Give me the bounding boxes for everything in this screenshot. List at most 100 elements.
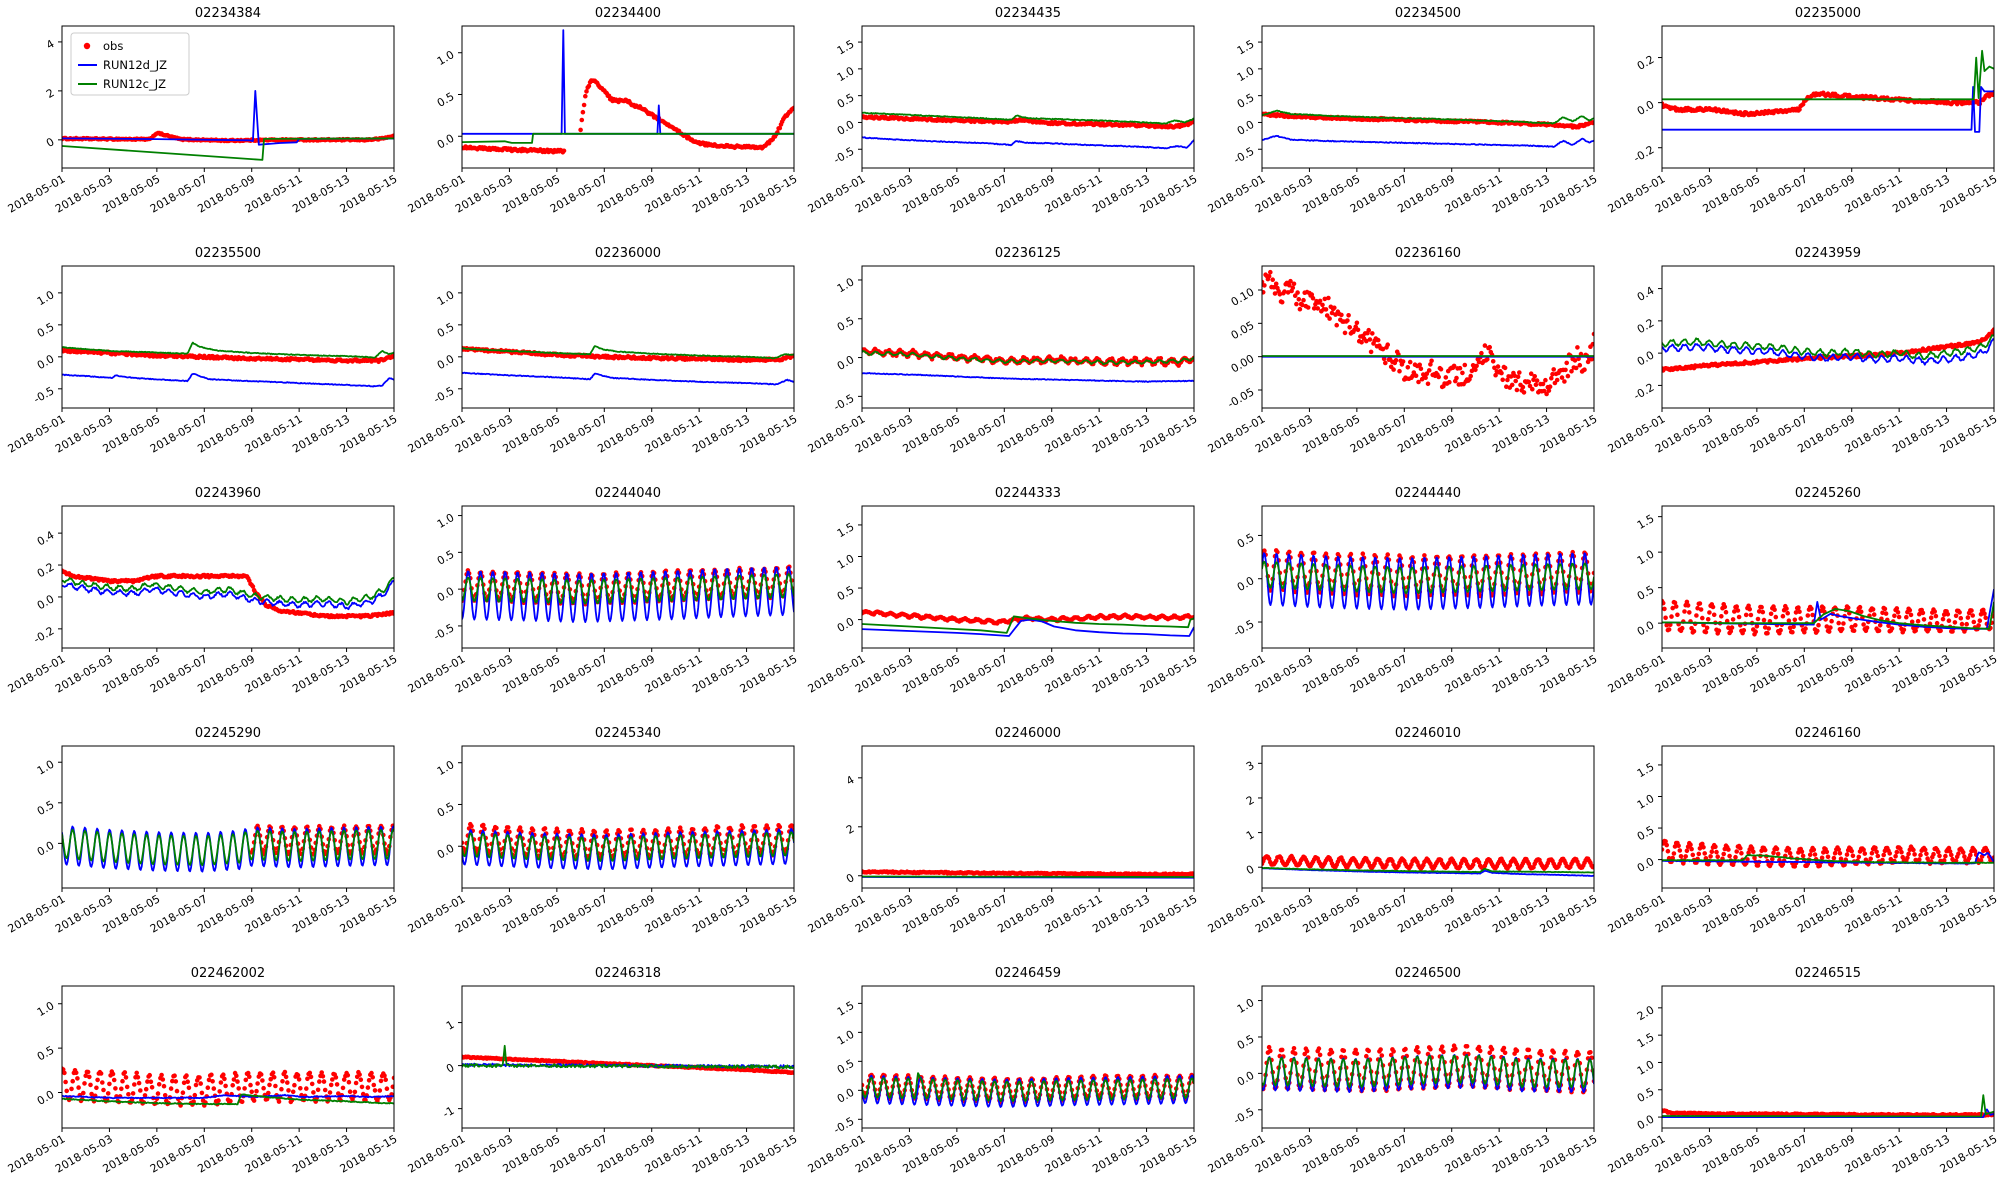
svg-text:1.0: 1.0: [435, 511, 457, 531]
series-RUN12d_JZ: [862, 136, 1194, 150]
svg-text:1.0: 1.0: [835, 275, 857, 295]
y-axis: 0.0 0.5 1.0 1.5: [1635, 512, 1662, 638]
svg-text:1.5: 1.5: [1235, 37, 1257, 57]
axes-frame: [461, 745, 795, 889]
subplot-02245260: 02245260 2018-05-01 2018-05-03 2018-05-05 20…: [1600, 480, 2000, 720]
series-RUN12c_JZ: [1262, 560, 1594, 595]
x-axis: 2018-05-012018-05-032018-05-052018-05-07…: [406, 168, 800, 216]
series-RUN12c_JZ: [1662, 601, 1994, 630]
x-axis: 2018-05-012018-05-032018-05-052018-05-07…: [1206, 648, 1600, 696]
axes-frame: [861, 265, 1195, 409]
svg-text:0.5: 0.5: [435, 90, 457, 110]
svg-text:-0.2: -0.2: [1631, 381, 1656, 403]
series-RUN12c_JZ: [1662, 334, 1994, 361]
series-RUN12c_JZ: [1662, 1094, 1994, 1118]
subplot-02236160: 02236160 2018-05-01 2018-05-03 2018-05-05 20…: [1200, 240, 1600, 480]
svg-text:0.5: 0.5: [35, 320, 57, 340]
plot-canvas: 02244040 2018-05-012018-05-032018-05-0520…: [406, 486, 800, 696]
subplot-02245290: 02245290 2018-05-01 2018-05-03 2018-05-05 20…: [0, 720, 400, 960]
plot-canvas: 02246318 2018-05-012018-05-032018-05-0520…: [406, 966, 800, 1176]
series-RUN12d_JZ: [1662, 338, 1994, 366]
plot-title: 02236125: [995, 246, 1061, 261]
series-RUN12c_JZ: [1662, 49, 1994, 101]
svg-text:-0.2: -0.2: [1631, 143, 1656, 165]
svg-text:0.0: 0.0: [435, 584, 457, 604]
plot-canvas: 02235000 2018-05-012018-05-032018-05-0520…: [1606, 6, 2000, 216]
series-RUN12d_JZ: [62, 372, 394, 388]
svg-text:0.5: 0.5: [835, 583, 857, 603]
axes-frame: [861, 505, 1195, 649]
svg-text:1.5: 1.5: [1635, 512, 1657, 532]
x-axis: 2018-05-012018-05-032018-05-052018-05-07…: [806, 888, 1200, 936]
y-axis: -0.5 0.0 0.5 1.0: [1231, 996, 1262, 1127]
plot-title: 02245340: [595, 726, 661, 741]
legend-marker-dot: [83, 42, 91, 50]
legend-label: RUN12c_JZ: [103, 77, 166, 91]
svg-text:1.5: 1.5: [1635, 1030, 1657, 1050]
plot-canvas: 02244440 2018-05-012018-05-032018-05-0520…: [1206, 486, 1600, 696]
svg-text:0.0: 0.0: [1235, 574, 1257, 594]
svg-text:0: 0: [844, 871, 857, 886]
svg-text:0.0: 0.0: [835, 353, 857, 373]
series-RUN12c_JZ: [62, 137, 394, 161]
svg-text:1.0: 1.0: [35, 999, 57, 1019]
plot-canvas: 02246010 2018-05-012018-05-032018-05-0520…: [1206, 726, 1600, 936]
plot-canvas: 02243959 2018-05-012018-05-032018-05-0520…: [1606, 246, 2000, 456]
plot-title: 02243959: [1795, 246, 1861, 261]
svg-text:0.0: 0.0: [1235, 1069, 1257, 1089]
series-RUN12d_JZ: [1662, 86, 1994, 133]
y-axis: -0.5 0.0 0.5 1.0: [831, 275, 862, 414]
svg-text:1.0: 1.0: [435, 288, 457, 308]
axes-frame: [61, 505, 395, 649]
svg-text:-1: -1: [441, 1104, 457, 1121]
svg-text:0.5: 0.5: [35, 1043, 57, 1063]
x-axis: 2018-05-012018-05-032018-05-052018-05-07…: [6, 408, 400, 456]
svg-text:0.4: 0.4: [35, 528, 57, 548]
svg-text:0.0: 0.0: [35, 352, 57, 372]
svg-text:-0.5: -0.5: [831, 1115, 856, 1137]
axes-frame: [461, 265, 795, 409]
x-axis: 2018-05-012018-05-032018-05-052018-05-07…: [1606, 168, 2000, 216]
svg-text:0.2: 0.2: [35, 560, 57, 580]
svg-text:0.5: 0.5: [835, 1057, 857, 1077]
series-obs: [862, 869, 1194, 878]
svg-text:0.2: 0.2: [1635, 53, 1657, 73]
series-RUN12c_JZ: [862, 875, 1194, 878]
plot-title: 02246500: [1395, 966, 1461, 981]
y-axis: -0.5 0.0 0.5 1.0 1.5: [831, 37, 862, 167]
series-RUN12c_JZ: [62, 828, 394, 867]
subplot-02246318: 02246318 2018-05-01 2018-05-03 2018-05-05 20…: [400, 960, 800, 1200]
plot-title: 02235000: [1795, 6, 1861, 21]
svg-text:1.5: 1.5: [1635, 760, 1657, 780]
x-axis: 2018-05-012018-05-032018-05-052018-05-07…: [406, 408, 800, 456]
series-RUN12c_JZ: [462, 132, 794, 144]
subplot-02245340: 02245340 2018-05-01 2018-05-03 2018-05-05 20…: [400, 720, 800, 960]
svg-text:0.0: 0.0: [435, 352, 457, 372]
svg-text:0.5: 0.5: [35, 798, 57, 818]
svg-text:0.5: 0.5: [435, 800, 457, 820]
series-obs: [862, 609, 1194, 626]
series-RUN12c_JZ: [862, 111, 1194, 125]
y-axis: -0.5 0.0 0.5 1.0 1.5: [831, 999, 862, 1137]
subplot-02246160: 02246160 2018-05-01 2018-05-03 2018-05-05 20…: [1600, 720, 2000, 960]
svg-text:0.0: 0.0: [835, 615, 857, 635]
axes-frame: [1261, 505, 1595, 649]
svg-text:0.0: 0.0: [1635, 348, 1657, 368]
y-axis: -0.5 0.0 0.5: [1231, 531, 1262, 639]
plot-title: 02246000: [995, 726, 1061, 741]
series-RUN12c_JZ: [62, 576, 394, 606]
plot-title: 02244333: [995, 486, 1061, 501]
x-axis: 2018-05-012018-05-032018-05-052018-05-07…: [806, 408, 1200, 456]
axes-frame: [861, 985, 1195, 1129]
svg-text:0: 0: [444, 1061, 457, 1076]
plot-title: 02245260: [1795, 486, 1861, 501]
subplot-02236125: 02236125 2018-05-01 2018-05-03 2018-05-05 20…: [800, 240, 1200, 480]
plot-canvas: 02246515 2018-05-012018-05-032018-05-0520…: [1606, 966, 2000, 1176]
subplot-02244440: 02244440 2018-05-01 2018-05-03 2018-05-05 20…: [1200, 480, 1600, 720]
svg-text:1.5: 1.5: [835, 520, 857, 540]
subplot-02235500: 02235500 2018-05-01 2018-05-03 2018-05-05 20…: [0, 240, 400, 480]
plot-canvas: 02244333 2018-05-012018-05-032018-05-0520…: [806, 486, 1200, 696]
plot-canvas: 02236125 2018-05-012018-05-032018-05-0520…: [806, 246, 1200, 456]
y-axis: 0.0 0.5 1.0 1.5: [1635, 760, 1662, 875]
svg-text:-0.05: -0.05: [1225, 385, 1256, 410]
